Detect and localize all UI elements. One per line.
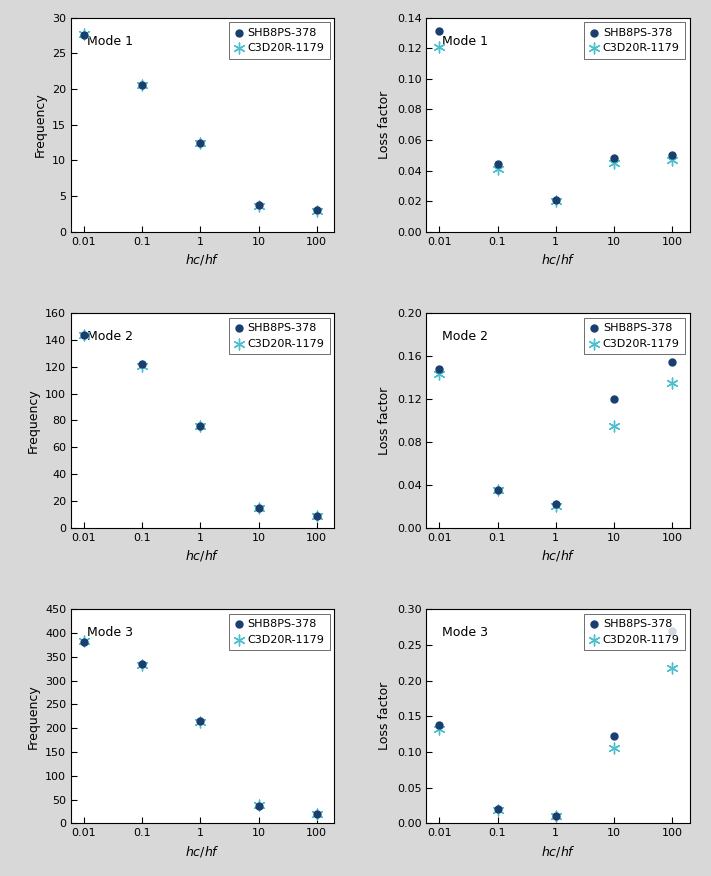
SHB8PS-378 <box>137 78 148 92</box>
Text: Mode 3: Mode 3 <box>442 626 488 639</box>
SHB8PS-378 <box>666 355 678 369</box>
Y-axis label: Frequency: Frequency <box>26 388 40 453</box>
X-axis label: $hc/hf$: $hc/hf$ <box>186 548 220 563</box>
C3D20R-1179 <box>492 162 503 176</box>
Legend: SHB8PS-378, C3D20R-1179: SHB8PS-378, C3D20R-1179 <box>584 613 685 650</box>
X-axis label: $hc/hf$: $hc/hf$ <box>186 844 220 858</box>
X-axis label: $hc/hf$: $hc/hf$ <box>540 844 575 858</box>
SHB8PS-378 <box>492 802 503 816</box>
Text: Mode 2: Mode 2 <box>442 330 488 343</box>
SHB8PS-378 <box>195 419 206 433</box>
SHB8PS-378 <box>550 809 562 823</box>
Text: Mode 2: Mode 2 <box>87 330 133 343</box>
Legend: SHB8PS-378, C3D20R-1179: SHB8PS-378, C3D20R-1179 <box>228 613 330 650</box>
C3D20R-1179 <box>492 484 503 498</box>
C3D20R-1179 <box>253 500 264 514</box>
SHB8PS-378 <box>311 807 323 821</box>
C3D20R-1179 <box>311 509 323 523</box>
Text: Mode 1: Mode 1 <box>87 35 133 47</box>
C3D20R-1179 <box>550 499 562 513</box>
Y-axis label: Frequency: Frequency <box>26 684 40 749</box>
SHB8PS-378 <box>253 799 264 813</box>
SHB8PS-378 <box>492 484 503 498</box>
SHB8PS-378 <box>550 497 562 511</box>
SHB8PS-378 <box>78 635 90 649</box>
C3D20R-1179 <box>137 658 148 672</box>
C3D20R-1179 <box>78 27 90 41</box>
C3D20R-1179 <box>550 194 562 208</box>
C3D20R-1179 <box>195 419 206 433</box>
C3D20R-1179 <box>609 156 620 170</box>
C3D20R-1179 <box>253 199 264 213</box>
X-axis label: $hc/hf$: $hc/hf$ <box>540 548 575 563</box>
Y-axis label: Loss factor: Loss factor <box>378 682 391 751</box>
Legend: SHB8PS-378, C3D20R-1179: SHB8PS-378, C3D20R-1179 <box>228 22 330 59</box>
C3D20R-1179 <box>609 419 620 433</box>
SHB8PS-378 <box>78 328 90 342</box>
C3D20R-1179 <box>137 78 148 92</box>
C3D20R-1179 <box>434 722 445 736</box>
Text: Mode 1: Mode 1 <box>442 35 488 47</box>
Legend: SHB8PS-378, C3D20R-1179: SHB8PS-378, C3D20R-1179 <box>584 318 685 355</box>
C3D20R-1179 <box>78 328 90 342</box>
SHB8PS-378 <box>434 362 445 376</box>
C3D20R-1179 <box>311 807 323 821</box>
C3D20R-1179 <box>253 798 264 812</box>
SHB8PS-378 <box>311 203 323 217</box>
SHB8PS-378 <box>311 509 323 523</box>
SHB8PS-378 <box>666 148 678 162</box>
SHB8PS-378 <box>137 657 148 671</box>
C3D20R-1179 <box>311 204 323 218</box>
SHB8PS-378 <box>492 158 503 172</box>
SHB8PS-378 <box>434 717 445 731</box>
X-axis label: $hc/hf$: $hc/hf$ <box>186 252 220 267</box>
SHB8PS-378 <box>253 199 264 213</box>
C3D20R-1179 <box>195 715 206 729</box>
X-axis label: $hc/hf$: $hc/hf$ <box>540 252 575 267</box>
SHB8PS-378 <box>78 28 90 42</box>
C3D20R-1179 <box>492 803 503 817</box>
Text: Mode 3: Mode 3 <box>87 626 133 639</box>
SHB8PS-378 <box>550 193 562 207</box>
C3D20R-1179 <box>195 137 206 151</box>
SHB8PS-378 <box>609 729 620 743</box>
Y-axis label: Loss factor: Loss factor <box>378 90 391 159</box>
SHB8PS-378 <box>666 624 678 638</box>
C3D20R-1179 <box>550 809 562 823</box>
Y-axis label: Frequency: Frequency <box>33 92 46 157</box>
C3D20R-1179 <box>434 367 445 381</box>
C3D20R-1179 <box>434 39 445 53</box>
SHB8PS-378 <box>195 136 206 150</box>
C3D20R-1179 <box>78 634 90 648</box>
SHB8PS-378 <box>195 714 206 728</box>
C3D20R-1179 <box>666 376 678 390</box>
SHB8PS-378 <box>137 357 148 371</box>
C3D20R-1179 <box>666 153 678 167</box>
Legend: SHB8PS-378, C3D20R-1179: SHB8PS-378, C3D20R-1179 <box>584 22 685 59</box>
SHB8PS-378 <box>434 25 445 39</box>
C3D20R-1179 <box>137 358 148 372</box>
SHB8PS-378 <box>253 500 264 514</box>
SHB8PS-378 <box>609 392 620 406</box>
C3D20R-1179 <box>666 661 678 675</box>
Y-axis label: Loss factor: Loss factor <box>378 386 391 455</box>
SHB8PS-378 <box>609 152 620 166</box>
Legend: SHB8PS-378, C3D20R-1179: SHB8PS-378, C3D20R-1179 <box>228 318 330 355</box>
C3D20R-1179 <box>609 741 620 755</box>
